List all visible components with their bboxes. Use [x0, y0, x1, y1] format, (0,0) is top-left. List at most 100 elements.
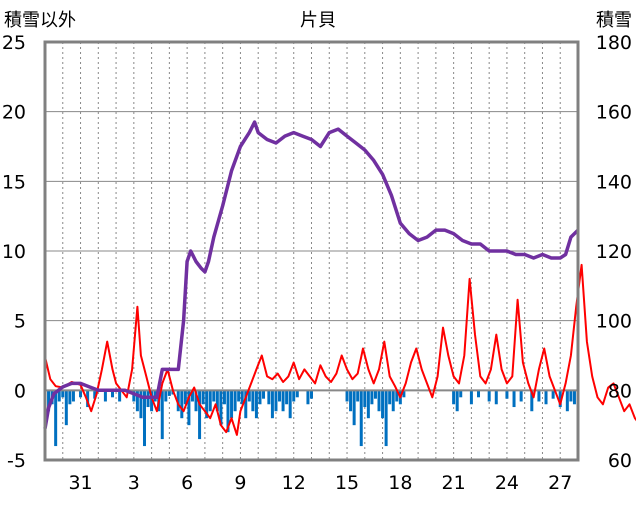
precip-bar — [93, 390, 97, 399]
right-axis-label: 積雪 — [596, 10, 632, 31]
precip-bar — [487, 390, 491, 402]
precip-bar — [384, 390, 388, 447]
precip-bar — [359, 390, 363, 447]
right-tick-label: 140 — [596, 171, 632, 193]
precip-bar — [402, 390, 406, 398]
precip-bar — [251, 390, 255, 412]
precip-bar — [160, 390, 164, 440]
x-tick-label: 31 — [68, 472, 92, 494]
precip-bar — [132, 390, 136, 402]
left-tick-label: 20 — [2, 102, 26, 124]
precip-bar — [194, 390, 198, 412]
x-tick-label: 12 — [282, 472, 306, 494]
plot-frame — [43, 40, 580, 462]
precip-bar — [103, 390, 107, 402]
precip-bar — [205, 390, 209, 419]
precip-bar — [281, 390, 285, 412]
precip-bar — [295, 390, 299, 398]
precip-bar — [187, 390, 191, 426]
precip-bar — [86, 390, 90, 408]
precip-bar — [288, 390, 292, 419]
x-tick-label: 27 — [548, 472, 572, 494]
precip-bar — [267, 390, 271, 405]
right-tick-label: 180 — [596, 32, 632, 54]
precip-bar — [345, 390, 349, 402]
precip-bar — [150, 390, 154, 412]
precip-bar — [469, 390, 473, 405]
precip-bar — [494, 390, 498, 405]
precip-bar — [278, 390, 282, 402]
precip-bar — [306, 390, 310, 405]
precip-bar — [47, 390, 51, 412]
precip-bar — [61, 390, 65, 398]
precip-bar — [142, 390, 146, 447]
precip-bar — [274, 390, 278, 412]
chart-title: 片貝 — [300, 10, 336, 31]
left-tick-label: 0 — [14, 380, 26, 402]
precip-bar — [544, 390, 548, 405]
x-tick-label: 21 — [442, 472, 466, 494]
precip-bar — [254, 390, 258, 419]
precip-bar — [370, 390, 374, 405]
precip-bar — [388, 390, 392, 405]
precip-bar — [366, 390, 370, 419]
right-tick-label: 120 — [596, 241, 632, 263]
precip-bar — [208, 390, 212, 412]
precip-bar — [292, 390, 296, 402]
precip-bar — [363, 390, 367, 408]
temperature-line — [44, 263, 636, 436]
precip-bar — [270, 390, 274, 419]
precip-bar — [135, 390, 139, 412]
x-tick-label: 3 — [128, 472, 140, 494]
left-tick-label: 5 — [14, 311, 26, 333]
precip-bar — [240, 390, 244, 405]
precip-bar — [537, 390, 541, 402]
precip-bar — [519, 390, 523, 402]
precip-bar — [512, 390, 516, 408]
x-tick-label: 24 — [495, 472, 519, 494]
precip-bar — [212, 390, 216, 402]
precip-bar — [201, 390, 205, 405]
precip-bar — [459, 390, 463, 398]
right-axis-tick-labels: 60 80 100 120 140 160 180 — [596, 32, 632, 472]
precip-bar — [54, 390, 58, 447]
precip-bar — [530, 390, 534, 412]
precip-bar — [71, 390, 75, 402]
right-tick-label: 80 — [608, 380, 632, 402]
snow-depth-line — [43, 120, 580, 429]
precip-bar — [164, 390, 168, 402]
precip-bar — [558, 390, 562, 408]
precip-bar — [391, 390, 395, 412]
precip-bar — [190, 390, 194, 402]
precip-bar — [244, 390, 248, 419]
precip-bar — [377, 390, 381, 412]
precip-bar — [356, 390, 360, 402]
x-tick-label: 15 — [335, 472, 359, 494]
precip-bar — [569, 390, 573, 402]
precip-bar — [247, 390, 251, 402]
left-axis-tick-labels: -5 0 5 10 15 20 25 — [2, 32, 26, 472]
precip-bar — [111, 390, 115, 398]
x-tick-label: 6 — [181, 472, 193, 494]
left-tick-label: 10 — [2, 241, 26, 263]
grid — [45, 42, 578, 460]
precip-bar — [262, 390, 266, 399]
precip-bar — [395, 390, 399, 402]
precip-bar — [452, 390, 456, 405]
precip-bar — [477, 390, 481, 398]
precip-bar — [233, 390, 237, 412]
right-tick-label: 100 — [596, 311, 632, 333]
precip-bar — [215, 390, 219, 412]
precip-bar — [373, 390, 377, 399]
precip-bar — [258, 390, 262, 405]
precip-bar — [176, 390, 180, 412]
precip-bar — [118, 390, 122, 402]
precip-bar — [139, 390, 143, 419]
precip-bar — [183, 390, 187, 405]
precip-bar — [565, 390, 569, 412]
precip-bar — [57, 390, 61, 402]
precip-bar — [352, 390, 356, 426]
right-tick-label: 60 — [608, 450, 632, 472]
